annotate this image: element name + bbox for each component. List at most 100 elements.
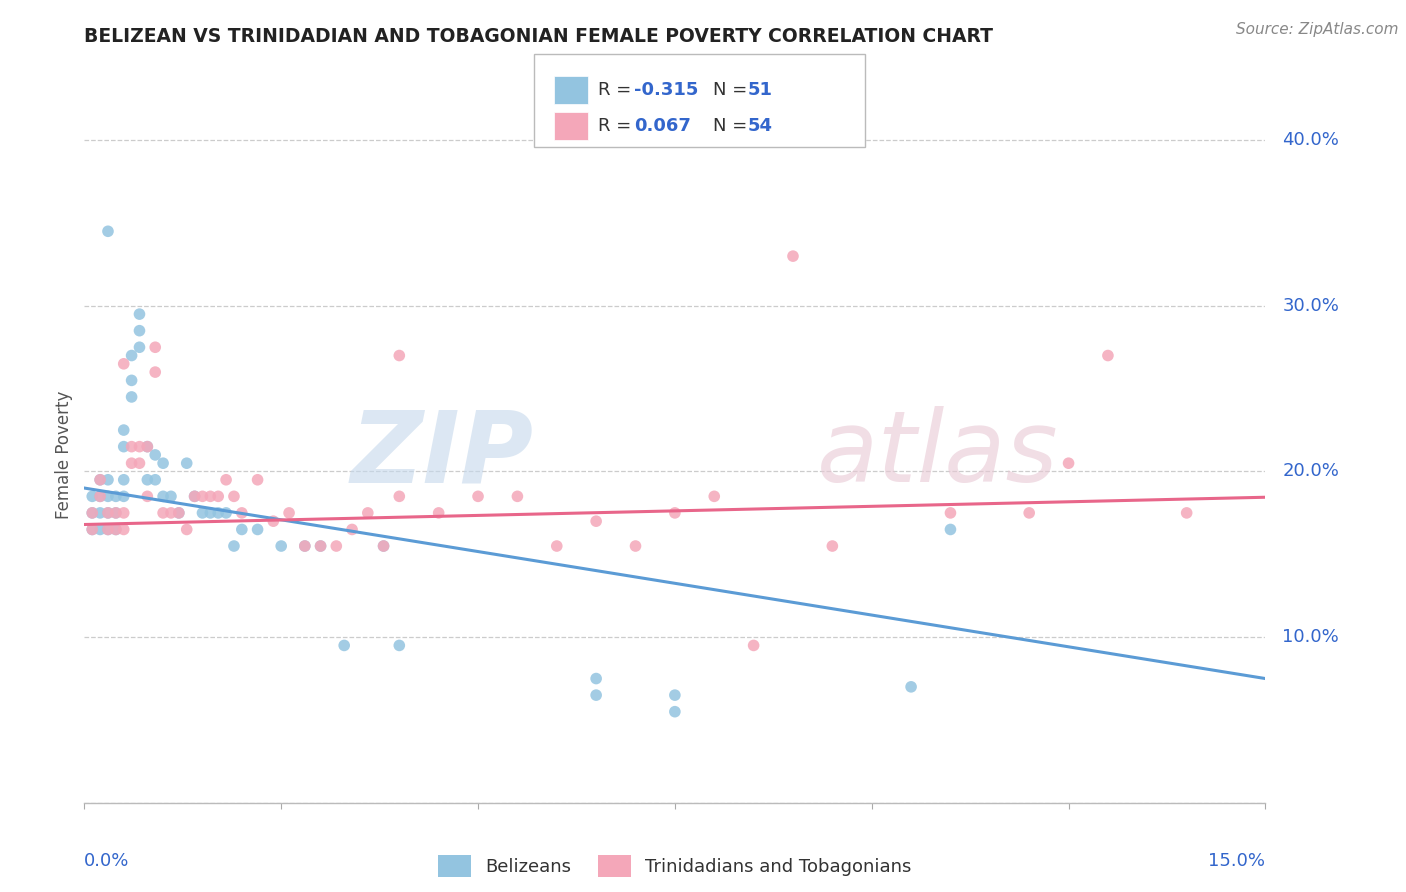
- Text: N =: N =: [713, 117, 752, 135]
- Point: [152, 456, 174, 470]
- Text: 51: 51: [748, 81, 773, 99]
- Point: [143, 365, 166, 379]
- Point: [294, 539, 316, 553]
- Point: [121, 373, 143, 387]
- Point: [82, 523, 104, 537]
- Text: 10.0%: 10.0%: [1282, 628, 1339, 646]
- Point: [1294, 639, 1316, 653]
- Point: [373, 539, 395, 553]
- Point: [373, 539, 395, 553]
- Point: [97, 473, 120, 487]
- Point: [128, 340, 150, 354]
- Point: [294, 539, 316, 553]
- Point: [136, 440, 159, 454]
- Point: [89, 473, 111, 487]
- Point: [1057, 456, 1080, 470]
- Point: [112, 423, 135, 437]
- Point: [97, 506, 120, 520]
- Point: [167, 506, 190, 520]
- Point: [191, 489, 214, 503]
- Point: [112, 473, 135, 487]
- Point: [309, 539, 332, 553]
- Point: [121, 456, 143, 470]
- Point: [112, 506, 135, 520]
- Point: [143, 448, 166, 462]
- Point: [89, 523, 111, 537]
- Point: [97, 489, 120, 503]
- Point: [152, 489, 174, 503]
- Point: [585, 672, 607, 686]
- Point: [104, 523, 127, 537]
- Point: [262, 514, 284, 528]
- Point: [143, 340, 166, 354]
- Point: [97, 506, 120, 520]
- Point: [246, 523, 269, 537]
- Point: [121, 349, 143, 363]
- Point: [121, 440, 143, 454]
- Point: [357, 506, 380, 520]
- Text: 0.0%: 0.0%: [84, 852, 129, 870]
- Text: 0.067: 0.067: [634, 117, 690, 135]
- Point: [97, 224, 120, 238]
- Point: [183, 489, 205, 503]
- Point: [136, 489, 159, 503]
- Point: [183, 489, 205, 503]
- Point: [900, 680, 922, 694]
- Point: [176, 456, 198, 470]
- Point: [128, 440, 150, 454]
- Point: [664, 506, 686, 520]
- Text: 40.0%: 40.0%: [1282, 131, 1339, 149]
- Point: [215, 473, 238, 487]
- Point: [1175, 506, 1198, 520]
- Point: [664, 705, 686, 719]
- Point: [89, 489, 111, 503]
- Point: [121, 390, 143, 404]
- Point: [104, 506, 127, 520]
- Point: [160, 489, 183, 503]
- Text: 20.0%: 20.0%: [1282, 462, 1339, 481]
- Point: [152, 506, 174, 520]
- Text: ZIP: ZIP: [350, 407, 533, 503]
- Text: 54: 54: [748, 117, 773, 135]
- Point: [200, 489, 222, 503]
- Point: [270, 539, 292, 553]
- Point: [143, 473, 166, 487]
- Point: [939, 506, 962, 520]
- Point: [176, 523, 198, 537]
- Legend: Belizeans, Trinidadians and Tobagonians: Belizeans, Trinidadians and Tobagonians: [432, 847, 918, 884]
- Point: [104, 489, 127, 503]
- Point: [467, 489, 489, 503]
- Point: [388, 349, 411, 363]
- Point: [97, 523, 120, 537]
- Point: [427, 506, 450, 520]
- Point: [624, 539, 647, 553]
- Point: [309, 539, 332, 553]
- Point: [191, 506, 214, 520]
- Point: [782, 249, 804, 263]
- Point: [278, 506, 301, 520]
- Text: 30.0%: 30.0%: [1282, 297, 1339, 315]
- Point: [112, 357, 135, 371]
- Point: [112, 489, 135, 503]
- Point: [112, 523, 135, 537]
- Point: [231, 506, 253, 520]
- Point: [128, 324, 150, 338]
- Point: [664, 688, 686, 702]
- Point: [104, 506, 127, 520]
- Point: [82, 523, 104, 537]
- Point: [136, 440, 159, 454]
- Point: [231, 523, 253, 537]
- Text: BELIZEAN VS TRINIDADIAN AND TOBAGONIAN FEMALE POVERTY CORRELATION CHART: BELIZEAN VS TRINIDADIAN AND TOBAGONIAN F…: [84, 27, 994, 45]
- Point: [82, 489, 104, 503]
- Text: atlas: atlas: [817, 407, 1059, 503]
- Y-axis label: Female Poverty: Female Poverty: [55, 391, 73, 519]
- Point: [112, 440, 135, 454]
- Point: [742, 639, 765, 653]
- Text: -0.315: -0.315: [634, 81, 699, 99]
- Point: [160, 506, 183, 520]
- Point: [703, 489, 725, 503]
- Point: [1097, 349, 1119, 363]
- Point: [506, 489, 529, 503]
- Point: [333, 639, 356, 653]
- Point: [1018, 506, 1040, 520]
